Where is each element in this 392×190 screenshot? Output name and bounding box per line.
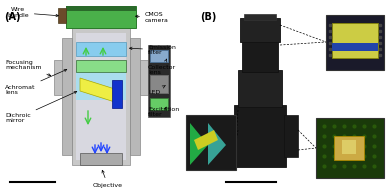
Bar (150, 98, 168, 110)
Bar (316, 118, 384, 178)
Bar (130, 38, 140, 155)
Text: (B): (B) (200, 12, 216, 22)
Bar (242, 40, 278, 72)
Bar (332, 43, 378, 51)
Polygon shape (112, 80, 122, 108)
Text: Focusing
mechanism: Focusing mechanism (5, 60, 51, 76)
Bar (76, 60, 126, 72)
Bar (150, 75, 168, 93)
Text: Emission
filter: Emission filter (129, 45, 176, 55)
Bar (140, 60, 148, 95)
Text: Wire
bundle: Wire bundle (7, 7, 58, 18)
Bar (66, 6, 136, 28)
Bar (150, 75, 168, 93)
Text: Excitation
filter: Excitation filter (148, 107, 179, 117)
Bar (238, 70, 282, 107)
Bar (76, 72, 126, 100)
Bar (66, 6, 136, 11)
Bar (58, 8, 66, 23)
Text: Achromat
lens: Achromat lens (5, 69, 67, 95)
Bar (342, 140, 356, 154)
Bar (148, 45, 170, 117)
Bar (76, 33, 126, 160)
Text: (A): (A) (4, 12, 20, 22)
Bar (334, 136, 364, 160)
Bar (234, 105, 286, 167)
Bar (76, 42, 126, 56)
Bar (54, 60, 62, 95)
Bar (150, 50, 168, 62)
Bar (62, 38, 72, 155)
Bar (150, 50, 168, 62)
Text: CMOS
camera: CMOS camera (136, 12, 169, 23)
Bar (332, 23, 378, 58)
Bar (186, 115, 236, 170)
Polygon shape (194, 130, 218, 150)
Bar (240, 18, 280, 42)
Text: Collector
lens: Collector lens (148, 59, 176, 75)
Bar (244, 14, 276, 20)
Polygon shape (190, 123, 208, 165)
Text: LED: LED (148, 86, 165, 94)
Text: Dichroic
mirror: Dichroic mirror (5, 91, 77, 123)
Bar (72, 28, 130, 165)
Polygon shape (80, 78, 118, 103)
Bar (284, 115, 298, 157)
Polygon shape (208, 123, 226, 165)
Bar (80, 153, 122, 165)
Text: Objective: Objective (93, 170, 123, 188)
Bar (326, 15, 384, 70)
Bar (150, 98, 168, 110)
